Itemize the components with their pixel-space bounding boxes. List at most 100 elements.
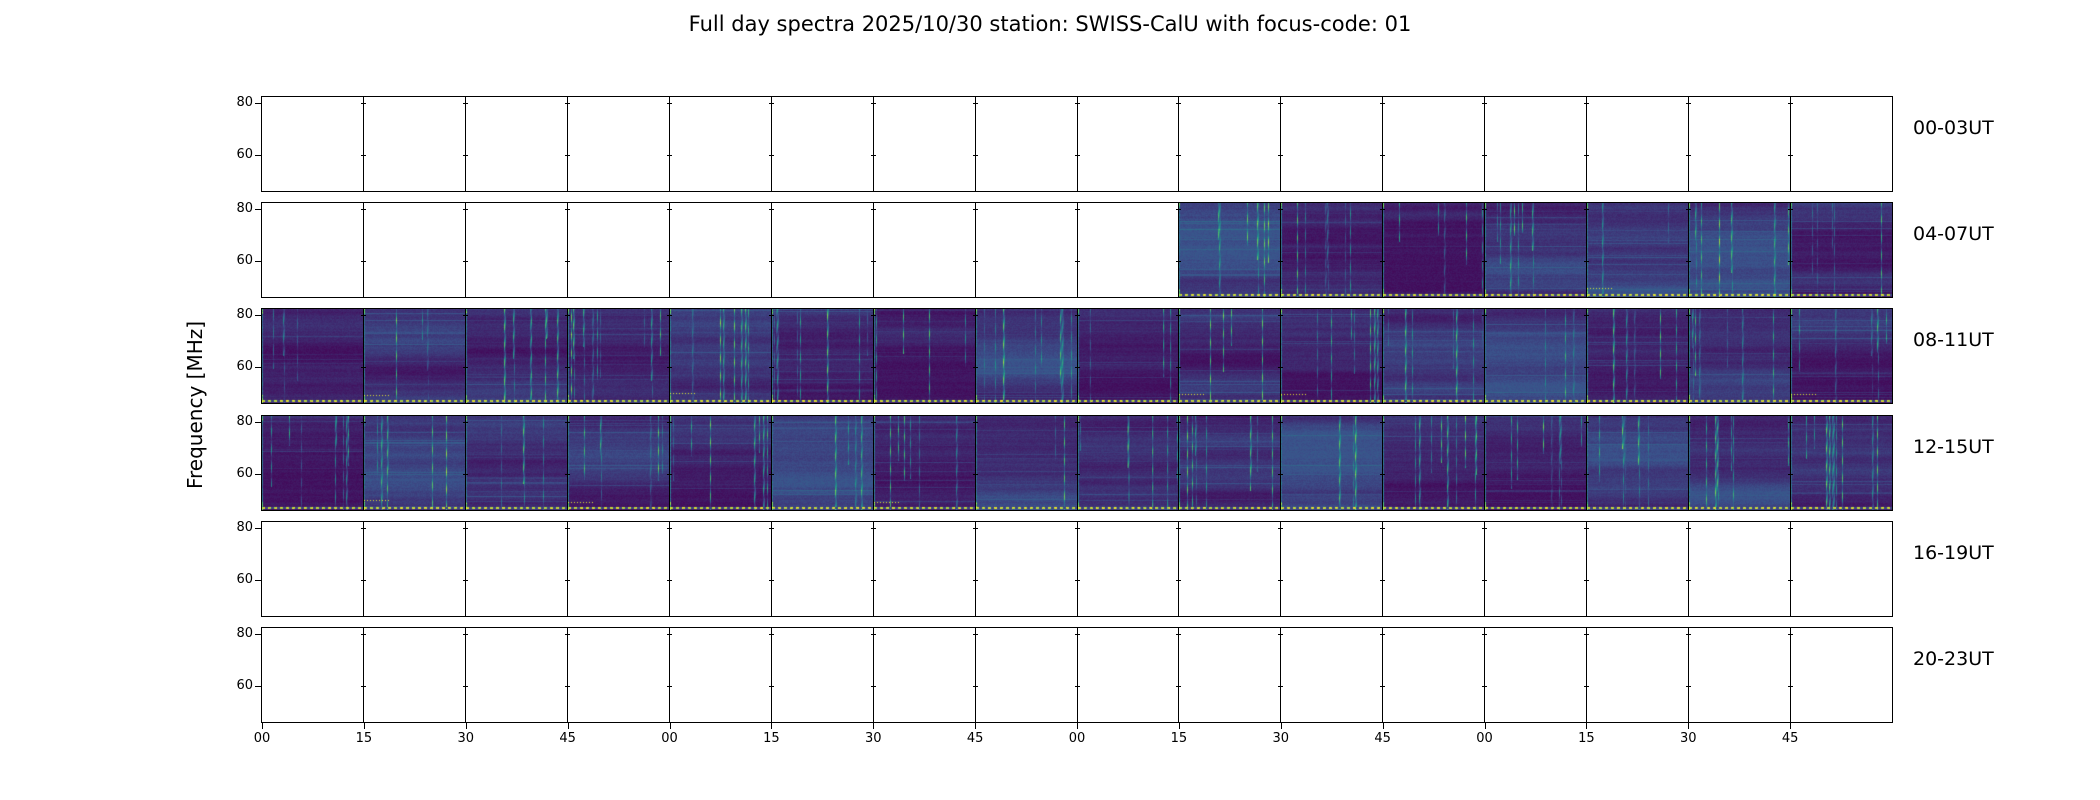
panel-y-tick-mark: [360, 315, 366, 317]
panel-y-tick-mark: [1788, 579, 1794, 581]
row-time-label: 16-19UT: [1913, 541, 1994, 564]
panel-y-tick-mark: [1686, 155, 1692, 156]
spectrogram-panel: [462, 309, 568, 404]
panel-y-tick-mark: [1686, 634, 1692, 635]
panel-y-tick-mark: [666, 527, 672, 529]
y-tick-mark: [255, 261, 261, 263]
spectrogram-panel: [1278, 628, 1384, 722]
panel-y-tick-mark: [768, 579, 774, 581]
panel-y-tick-mark: [768, 686, 774, 687]
spectrogram-panel: [1686, 415, 1792, 510]
panel-y-tick-mark: [870, 421, 876, 423]
panel-y-tick-mark: [1176, 579, 1182, 581]
panel-y-tick-mark: [1074, 473, 1080, 475]
spectrogram-data-canvas: [1179, 415, 1281, 510]
panel-y-tick-mark: [1278, 686, 1284, 687]
panel-y-tick-mark: [1074, 421, 1080, 423]
panel-y-tick-mark: [1686, 473, 1692, 475]
spectrogram-panel: [1278, 521, 1384, 616]
spectrogram-panel: [972, 415, 1078, 510]
spectrogram-panel: [972, 628, 1078, 722]
spectra-row-04-07UT: 80 60 04-07UT: [236, 202, 1994, 299]
spectrogram-panel: [972, 203, 1078, 298]
panel-y-tick-mark: [870, 367, 876, 369]
spectrogram-data-canvas: [1383, 309, 1485, 404]
x-tick-mark: [262, 723, 263, 729]
panel-y-tick-mark: [1482, 261, 1488, 263]
spectrogram-panel: [1380, 97, 1486, 191]
spectrogram-panel: [666, 97, 772, 191]
x-tick-label: 00: [661, 731, 678, 746]
panel-y-tick-mark: [972, 527, 978, 529]
spectrogram-data-canvas: [873, 309, 975, 404]
spectrogram-panel: [1380, 203, 1486, 298]
panel-y-tick-mark: [1278, 209, 1284, 211]
panel-y-tick-mark: [768, 421, 774, 423]
panel-y-tick-mark: [1380, 155, 1386, 156]
panel-y-tick-mark: [1686, 261, 1692, 263]
y-tick-label: 80: [236, 626, 253, 641]
panel-y-tick-mark: [1176, 315, 1182, 317]
spectrogram-panel: [768, 203, 874, 298]
panel-y-tick-mark: [462, 315, 468, 317]
panel-y-tick-mark: [1686, 421, 1692, 423]
spectrogram-data-canvas: [567, 309, 669, 404]
panel-y-tick-mark: [666, 367, 672, 369]
panel-y-tick-mark: [1176, 527, 1182, 529]
spectrogram-panel: [360, 309, 466, 404]
y-tick-label: 80: [236, 519, 253, 535]
panel-y-tick-mark: [564, 527, 570, 529]
panel-y-tick-mark: [1380, 579, 1386, 581]
row-time-label: 20-23UT: [1913, 648, 1994, 670]
spectrogram-data-canvas: [771, 415, 873, 510]
spectrogram-data-canvas: [363, 309, 465, 404]
spectrogram-data-canvas: [1587, 309, 1689, 404]
panel-y-tick-mark: [1074, 634, 1080, 635]
x-tick-mark: [1280, 723, 1282, 729]
panel-y-tick-mark: [768, 261, 774, 263]
spectrogram-panel: [462, 203, 568, 298]
x-tick-label: 00: [1068, 731, 1086, 746]
spectrogram-panel: [1788, 415, 1892, 510]
x-tick-mark: [873, 723, 875, 729]
spectrogram-data-canvas: [465, 309, 567, 404]
spectrogram-panel: [360, 415, 466, 510]
panel-y-tick-mark: [666, 103, 672, 104]
spectrogram-panel: [360, 521, 466, 616]
panel-y-tick-mark: [768, 367, 774, 369]
panel-y-tick-mark: [1584, 315, 1590, 317]
spectrogram-panel: [1176, 97, 1282, 191]
spectrogram-panel: [564, 203, 670, 298]
panel-y-tick-mark: [870, 315, 876, 317]
panel-y-tick-mark: [1686, 527, 1692, 529]
panel-y-tick-mark: [972, 473, 978, 475]
panel-y-tick-mark: [462, 261, 468, 263]
spectrogram-data-canvas: [873, 415, 975, 510]
spectrogram-data-canvas: [1281, 415, 1383, 510]
x-tick-label: 45: [1374, 731, 1391, 746]
spectrogram-panel: [564, 309, 670, 404]
spectrogram-panel: [262, 521, 364, 616]
panel-y-tick-mark: [360, 527, 366, 529]
spectrogram-data-canvas: [363, 415, 465, 510]
panel-y-tick-mark: [870, 103, 876, 104]
spectrogram-panel: [1482, 521, 1588, 616]
spectrogram-panel: [1686, 521, 1792, 616]
spectrogram-panel: [1380, 309, 1486, 404]
spectrogram-data-canvas: [262, 309, 363, 404]
spectrogram-data-canvas: [1485, 415, 1587, 510]
panel-y-tick-mark: [1380, 634, 1386, 635]
spectrogram-panel: [870, 521, 976, 616]
panel-y-tick-mark: [1380, 421, 1386, 423]
panel-y-tick-mark: [360, 634, 366, 635]
spectrogram-data-canvas: [1485, 203, 1587, 298]
panel-y-tick-mark: [768, 634, 774, 635]
spectrogram-panel: [768, 97, 874, 191]
spectrogram-panel: [262, 628, 364, 722]
panel-y-tick-mark: [870, 686, 876, 687]
spectrogram-data-canvas: [771, 309, 873, 404]
y-tick-label: 80: [236, 307, 253, 323]
spectrogram-panel: [1584, 521, 1690, 616]
panel-y-tick-mark: [1074, 686, 1080, 687]
